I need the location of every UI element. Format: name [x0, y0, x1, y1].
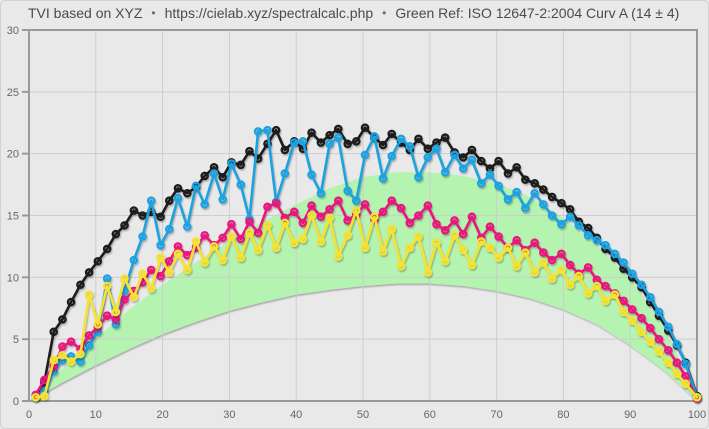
svg-text:10: 10 [7, 272, 19, 284]
title-reference-label: Green Ref: ISO 12647-2:2004 Curv A (14 ±… [395, 5, 680, 21]
svg-text:50: 50 [357, 409, 369, 421]
svg-text:30: 30 [223, 409, 235, 421]
svg-text:0: 0 [26, 409, 32, 421]
axis-labels: 0 5 10 15 20 25 30 0 10 20 30 40 50 60 70 80 90 100 [7, 25, 706, 421]
title-app-label: TVI based on XYZ [28, 5, 143, 21]
svg-text:10: 10 [90, 409, 102, 421]
svg-text:90: 90 [624, 409, 636, 421]
series-yellow-line [34, 209, 699, 399]
series-yellow [31, 206, 702, 402]
title-bullet-icon: • [151, 6, 156, 20]
svg-text:80: 80 [557, 409, 569, 421]
chart-title: TVI based on XYZ • https://cielab.xyz/spec… [28, 5, 679, 21]
svg-text:100: 100 [688, 409, 706, 421]
title-bullet-icon: • [382, 6, 387, 20]
svg-text:25: 25 [7, 87, 19, 99]
reference-band [29, 172, 697, 401]
svg-text:30: 30 [7, 25, 19, 37]
svg-text:70: 70 [490, 409, 502, 421]
series-magenta-points [31, 196, 702, 403]
plot-area: 0 5 10 15 20 25 30 0 10 20 30 40 50 60 70 80 90 100 [7, 25, 706, 421]
svg-text:60: 60 [424, 409, 436, 421]
svg-text:20: 20 [7, 149, 19, 161]
svg-text:20: 20 [156, 409, 168, 421]
svg-text:0: 0 [13, 396, 19, 408]
svg-text:5: 5 [13, 334, 19, 346]
axis-ticks [22, 29, 29, 402]
series-cyan-line [34, 128, 699, 399]
svg-text:40: 40 [290, 409, 302, 421]
series-yellow-points [31, 206, 702, 402]
title-url-text: https://cielab.xyz/spectralcalc.php [164, 5, 374, 21]
svg-text:15: 15 [7, 211, 19, 223]
